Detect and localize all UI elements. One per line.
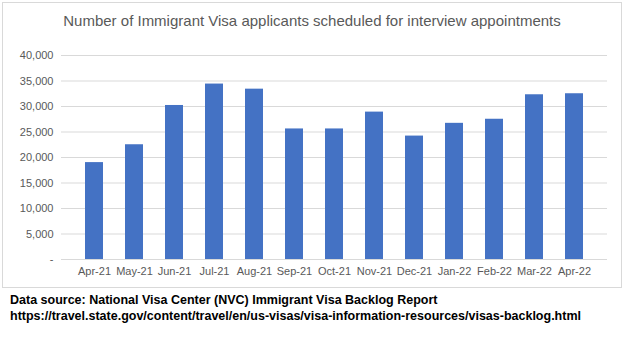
svg-text:40,000: 40,000 xyxy=(20,49,54,61)
svg-text:Dec-21: Dec-21 xyxy=(397,265,432,277)
svg-text:Sep-21: Sep-21 xyxy=(277,265,312,277)
svg-text:10,000: 10,000 xyxy=(20,202,54,214)
html-text:https://travel.state.gov/conte: https://travel.state.gov/content/travel/… xyxy=(10,309,581,323)
svg-text:Apr-22: Apr-22 xyxy=(558,265,591,277)
svg-text:Jun-21: Jun-21 xyxy=(158,265,192,277)
svg-text:Jan-22: Jan-22 xyxy=(438,265,472,277)
svg-text:Nov-21: Nov-21 xyxy=(357,265,392,277)
html-text:Data source: National Visa Cen: Data source: National Visa Center (NVC) … xyxy=(10,293,438,307)
svg-text:30,000: 30,000 xyxy=(20,100,54,112)
svg-text:Oct-21: Oct-21 xyxy=(318,265,351,277)
svg-text:20,000: 20,000 xyxy=(20,151,54,163)
svg-text:May-21: May-21 xyxy=(116,265,153,277)
svg-text:Feb-22: Feb-22 xyxy=(477,265,512,277)
svg-text:5,000: 5,000 xyxy=(26,228,54,240)
svg-text:Mar-22: Mar-22 xyxy=(517,265,552,277)
svg-text:35,000: 35,000 xyxy=(20,75,54,87)
svg-text:Aug-21: Aug-21 xyxy=(237,265,272,277)
svg-text:Apr-21: Apr-21 xyxy=(78,265,111,277)
html-text:Number of Immigrant Visa appli: Number of Immigrant Visa applicants sche… xyxy=(63,12,561,29)
svg-text:15,000: 15,000 xyxy=(20,177,54,189)
svg-text:-: - xyxy=(50,253,54,265)
svg-text:25,000: 25,000 xyxy=(20,126,54,138)
svg-text:Jul-21: Jul-21 xyxy=(200,265,230,277)
